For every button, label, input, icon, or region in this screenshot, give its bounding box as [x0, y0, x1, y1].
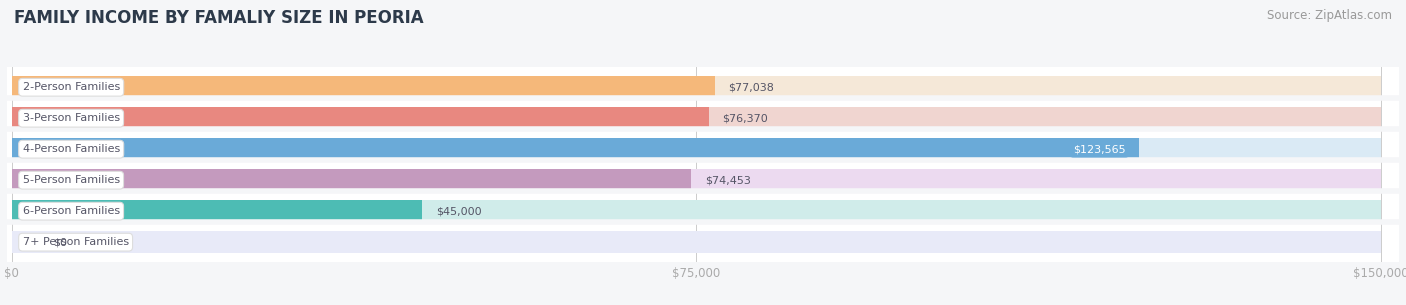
Bar [11, 200, 422, 222]
Bar [11, 200, 1381, 222]
Text: $45,000: $45,000 [436, 206, 482, 216]
Bar [11, 138, 1139, 160]
Text: $77,038: $77,038 [728, 82, 775, 92]
Text: Source: ZipAtlas.com: Source: ZipAtlas.com [1267, 9, 1392, 22]
Text: 6-Person Families: 6-Person Families [22, 206, 120, 216]
Text: $0: $0 [52, 237, 66, 247]
Bar [11, 76, 1381, 99]
Bar [11, 107, 1381, 129]
Text: $74,453: $74,453 [704, 175, 751, 185]
Text: 2-Person Families: 2-Person Families [22, 82, 120, 92]
Text: FAMILY INCOME BY FAMALIY SIZE IN PEORIA: FAMILY INCOME BY FAMALIY SIZE IN PEORIA [14, 9, 423, 27]
Text: $123,565: $123,565 [1073, 144, 1126, 154]
Text: 7+ Person Families: 7+ Person Families [22, 237, 129, 247]
Text: 3-Person Families: 3-Person Families [22, 113, 120, 123]
Bar [11, 169, 692, 191]
Bar [11, 231, 1381, 253]
Text: 5-Person Families: 5-Person Families [22, 175, 120, 185]
Bar [11, 107, 709, 129]
Bar [11, 138, 1381, 160]
Bar [11, 76, 714, 99]
Text: $76,370: $76,370 [723, 113, 768, 123]
Text: 4-Person Families: 4-Person Families [22, 144, 120, 154]
Bar [11, 169, 1381, 191]
